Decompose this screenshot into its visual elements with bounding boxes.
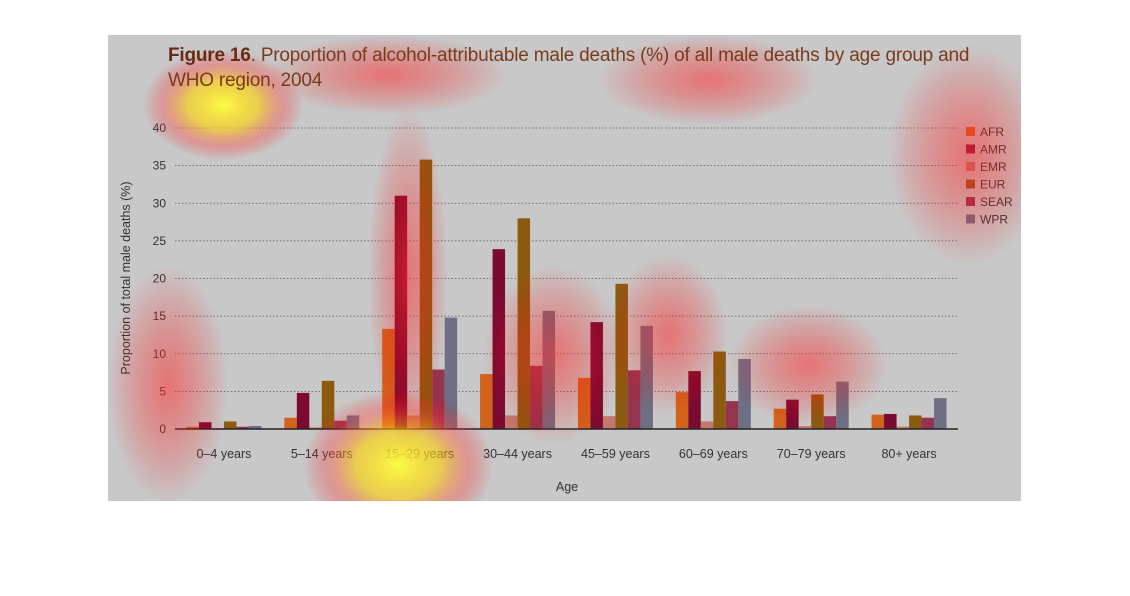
bar-eur <box>909 415 922 429</box>
bar-eur <box>517 218 531 429</box>
y-axis-title: Proportion of total male deaths (%) <box>119 181 133 374</box>
bar-sear <box>627 370 641 429</box>
legend-label-afr: AFR <box>980 125 1004 139</box>
legend-swatch-sear <box>966 197 975 206</box>
bar-emr <box>505 415 518 429</box>
legend-label-eur: EUR <box>980 178 1006 192</box>
y-tick-label: 25 <box>153 234 167 248</box>
y-tick-label: 35 <box>153 159 167 173</box>
legend-label-sear: SEAR <box>980 195 1013 209</box>
bar-eur <box>223 421 237 429</box>
x-tick-label: 45–59 years <box>581 447 650 461</box>
bar-emr <box>407 415 420 429</box>
x-tick-label: 0–4 years <box>196 447 251 461</box>
bar-sear <box>921 417 935 429</box>
bar-amr <box>884 413 897 429</box>
bar-afr <box>675 392 689 429</box>
bar-amr <box>492 249 506 429</box>
bar-amr <box>296 392 310 429</box>
x-tick-label: 60–69 years <box>679 447 748 461</box>
bar-afr <box>871 414 885 429</box>
y-tick-label: 20 <box>153 272 167 286</box>
bar-wpr <box>836 381 849 429</box>
legend: AFR AMR EMR EUR SEAR WPR <box>966 125 1013 227</box>
bar-amr <box>590 322 603 429</box>
legend-swatch-wpr <box>966 214 975 224</box>
bar-amr <box>786 399 799 429</box>
x-tick-label: 15–29 years <box>385 447 454 461</box>
y-tick-label: 5 <box>159 384 166 398</box>
x-tick-label: 5–14 years <box>291 447 353 461</box>
bars <box>186 159 947 429</box>
figure-label: Figure 16 <box>168 45 251 66</box>
chart-title: Figure 16. Proportion of alcohol-attribu… <box>168 43 998 93</box>
bar-emr <box>602 416 616 429</box>
x-tick-label: 80+ years <box>881 447 936 461</box>
bar-wpr <box>640 325 653 429</box>
legend-label-amr: AMR <box>980 143 1007 157</box>
legend-label-wpr: WPR <box>980 213 1008 227</box>
bar-wpr <box>444 317 458 429</box>
bar-eur <box>811 394 824 429</box>
bar-emr <box>896 426 910 429</box>
bar-afr <box>577 377 591 429</box>
bar-sear <box>334 420 347 429</box>
bar-wpr <box>542 310 556 429</box>
bar-sear <box>823 416 837 429</box>
gridlines <box>175 127 958 392</box>
bar-amr <box>198 422 212 429</box>
bar-chart: 0 5 10 15 20 25 30 35 40 0–4 years 5–14 years 15–29… <box>119 121 1013 494</box>
x-tick-label: 70–79 years <box>777 447 846 461</box>
y-tick-label: 30 <box>153 196 167 210</box>
legend-label-emr: EMR <box>980 160 1007 174</box>
y-tick-label: 40 <box>153 121 167 135</box>
bar-emr <box>700 421 714 429</box>
y-tick-label: 0 <box>159 422 166 436</box>
bar-sear <box>236 426 249 429</box>
bar-afr <box>284 417 297 429</box>
bar-emr <box>798 425 812 429</box>
bar-sear <box>530 365 543 429</box>
bar-afr <box>480 374 493 429</box>
legend-swatch-eur <box>966 179 975 189</box>
bar-afr <box>773 408 787 429</box>
bar-amr <box>394 195 408 429</box>
bar-wpr <box>346 415 360 429</box>
bar-eur <box>713 351 726 429</box>
bar-eur <box>615 283 628 429</box>
bar-wpr <box>738 359 751 429</box>
bar-eur <box>419 159 433 429</box>
y-tick-label: 15 <box>153 309 167 323</box>
bar-sear <box>432 369 445 429</box>
x-axis-title: Age <box>556 480 578 494</box>
x-tick-label: 30–44 years <box>483 447 552 461</box>
bar-wpr <box>248 425 262 429</box>
legend-swatch-afr <box>966 127 975 136</box>
y-tick-label: 10 <box>153 347 167 361</box>
figure-caption: . Proportion of alcohol-attributable mal… <box>168 45 970 91</box>
figure-panel: 0 5 10 15 20 25 30 35 40 0–4 years 5–14 years 15–29… <box>108 35 1021 501</box>
bar-afr <box>382 328 395 429</box>
legend-swatch-amr <box>966 144 975 154</box>
bar-wpr <box>934 398 947 429</box>
legend-swatch-emr <box>966 162 975 171</box>
bar-amr <box>688 371 701 429</box>
bar-sear <box>725 401 739 429</box>
bar-eur <box>321 380 335 429</box>
